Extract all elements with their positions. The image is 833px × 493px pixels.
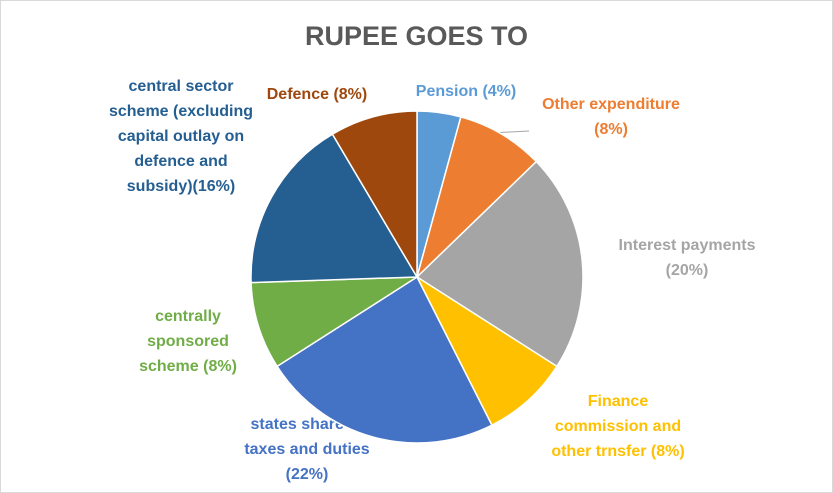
- pie-slice: [415, 115, 538, 280]
- data-label: Interest payments (20%): [618, 237, 756, 279]
- data-label: Defence (8%): [266, 86, 368, 103]
- pie-slice: [331, 110, 418, 280]
- pie-slice: [415, 274, 558, 427]
- data-label: centrally sponsored scheme (8%): [139, 308, 237, 375]
- pie-slice: [276, 275, 493, 444]
- data-label: Pension (4%): [415, 83, 517, 100]
- data-label: Finance commission and other trnsfer (8%…: [551, 393, 685, 460]
- data-label: states share of taxes and duties (22%): [244, 416, 370, 483]
- pie-slice: [415, 160, 584, 368]
- pie-slice: [250, 276, 420, 368]
- chart-title: RUPEE GOES TO: [304, 21, 529, 51]
- data-label: Other expenditure (8%): [542, 96, 680, 138]
- data-label: central sector scheme (excluding capital…: [108, 78, 254, 195]
- pie-slice: [250, 133, 419, 284]
